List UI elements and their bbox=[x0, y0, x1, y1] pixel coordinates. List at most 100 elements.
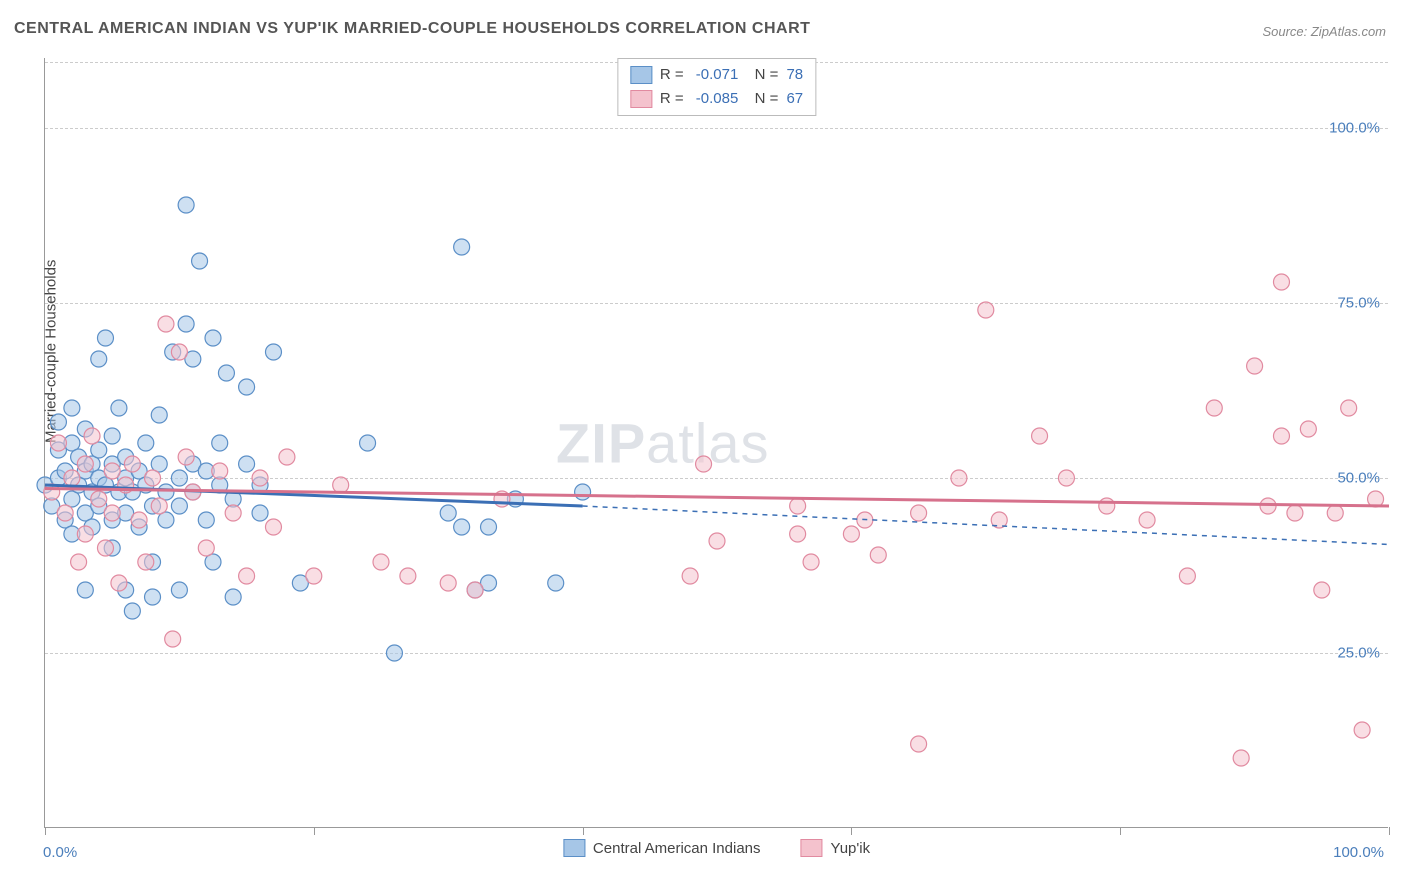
scatter-point bbox=[1233, 750, 1249, 766]
scatter-point bbox=[467, 582, 483, 598]
scatter-point bbox=[454, 239, 470, 255]
series-legend: Central American Indians Yup'ik bbox=[563, 839, 870, 857]
scatter-point bbox=[91, 491, 107, 507]
scatter-point bbox=[239, 379, 255, 395]
legend-swatch-blue bbox=[630, 66, 652, 84]
scatter-point bbox=[911, 505, 927, 521]
scatter-point bbox=[212, 463, 228, 479]
scatter-point bbox=[158, 316, 174, 332]
scatter-point bbox=[279, 449, 295, 465]
x-tick bbox=[1389, 827, 1390, 835]
scatter-point bbox=[803, 554, 819, 570]
scatter-point bbox=[198, 540, 214, 556]
scatter-point bbox=[696, 456, 712, 472]
legend-row-2: R = -0.085 N = 67 bbox=[630, 87, 803, 111]
scatter-point bbox=[50, 435, 66, 451]
scatter-point bbox=[97, 540, 113, 556]
scatter-point bbox=[481, 519, 497, 535]
scatter-point bbox=[1099, 498, 1115, 514]
scatter-point bbox=[71, 554, 87, 570]
scatter-svg bbox=[45, 58, 1388, 827]
scatter-point bbox=[265, 344, 281, 360]
legend-label-2: Yup'ik bbox=[831, 840, 871, 857]
x-max-label: 100.0% bbox=[1333, 844, 1384, 861]
scatter-point bbox=[64, 400, 80, 416]
scatter-point bbox=[1206, 400, 1222, 416]
scatter-point bbox=[790, 498, 806, 514]
scatter-point bbox=[91, 351, 107, 367]
trend-line-solid bbox=[45, 489, 1389, 507]
scatter-point bbox=[400, 568, 416, 584]
scatter-point bbox=[104, 505, 120, 521]
scatter-point bbox=[198, 512, 214, 528]
n-value-1: 78 bbox=[786, 63, 803, 87]
scatter-point bbox=[212, 435, 228, 451]
scatter-point bbox=[138, 554, 154, 570]
scatter-point bbox=[77, 456, 93, 472]
legend-swatch-1 bbox=[563, 839, 585, 857]
x-tick bbox=[45, 827, 46, 835]
scatter-point bbox=[575, 484, 591, 500]
scatter-point bbox=[978, 302, 994, 318]
scatter-point bbox=[178, 316, 194, 332]
scatter-point bbox=[1179, 568, 1195, 584]
scatter-point bbox=[1058, 470, 1074, 486]
scatter-point bbox=[306, 568, 322, 584]
scatter-point bbox=[1273, 428, 1289, 444]
x-tick bbox=[851, 827, 852, 835]
scatter-point bbox=[373, 554, 389, 570]
scatter-point bbox=[104, 428, 120, 444]
correlation-legend: R = -0.071 N = 78 R = -0.085 N = 67 bbox=[617, 58, 816, 116]
chart-container: CENTRAL AMERICAN INDIAN VS YUP'IK MARRIE… bbox=[0, 0, 1406, 892]
scatter-point bbox=[178, 449, 194, 465]
scatter-point bbox=[1341, 400, 1357, 416]
legend-item-1: Central American Indians bbox=[563, 839, 761, 857]
scatter-point bbox=[239, 568, 255, 584]
scatter-point bbox=[333, 477, 349, 493]
scatter-point bbox=[440, 575, 456, 591]
scatter-point bbox=[218, 365, 234, 381]
scatter-point bbox=[171, 498, 187, 514]
source-label: Source: ZipAtlas.com bbox=[1262, 24, 1386, 39]
scatter-point bbox=[870, 547, 886, 563]
r-value-1: -0.071 bbox=[696, 63, 739, 87]
scatter-point bbox=[1300, 421, 1316, 437]
scatter-point bbox=[178, 197, 194, 213]
scatter-point bbox=[548, 575, 564, 591]
scatter-point bbox=[265, 519, 281, 535]
legend-swatch-pink bbox=[630, 90, 652, 108]
legend-item-2: Yup'ik bbox=[801, 839, 871, 857]
scatter-point bbox=[252, 470, 268, 486]
scatter-point bbox=[104, 463, 120, 479]
scatter-point bbox=[1354, 722, 1370, 738]
scatter-point bbox=[709, 533, 725, 549]
scatter-point bbox=[386, 645, 402, 661]
scatter-point bbox=[84, 428, 100, 444]
scatter-point bbox=[1287, 505, 1303, 521]
scatter-point bbox=[131, 512, 147, 528]
scatter-point bbox=[951, 470, 967, 486]
scatter-point bbox=[911, 736, 927, 752]
legend-row-1: R = -0.071 N = 78 bbox=[630, 63, 803, 87]
scatter-point bbox=[790, 526, 806, 542]
scatter-point bbox=[77, 526, 93, 542]
scatter-point bbox=[77, 582, 93, 598]
scatter-point bbox=[124, 603, 140, 619]
scatter-point bbox=[1247, 358, 1263, 374]
scatter-point bbox=[64, 470, 80, 486]
scatter-point bbox=[225, 589, 241, 605]
scatter-point bbox=[239, 456, 255, 472]
scatter-point bbox=[57, 505, 73, 521]
chart-title: CENTRAL AMERICAN INDIAN VS YUP'IK MARRIE… bbox=[14, 20, 810, 38]
scatter-point bbox=[97, 330, 113, 346]
scatter-point bbox=[145, 470, 161, 486]
scatter-point bbox=[171, 582, 187, 598]
scatter-point bbox=[111, 575, 127, 591]
x-tick bbox=[583, 827, 584, 835]
x-tick bbox=[314, 827, 315, 835]
scatter-point bbox=[124, 456, 140, 472]
x-tick bbox=[1120, 827, 1121, 835]
scatter-point bbox=[252, 505, 268, 521]
r-value-2: -0.085 bbox=[696, 87, 739, 111]
legend-label-1: Central American Indians bbox=[593, 840, 761, 857]
